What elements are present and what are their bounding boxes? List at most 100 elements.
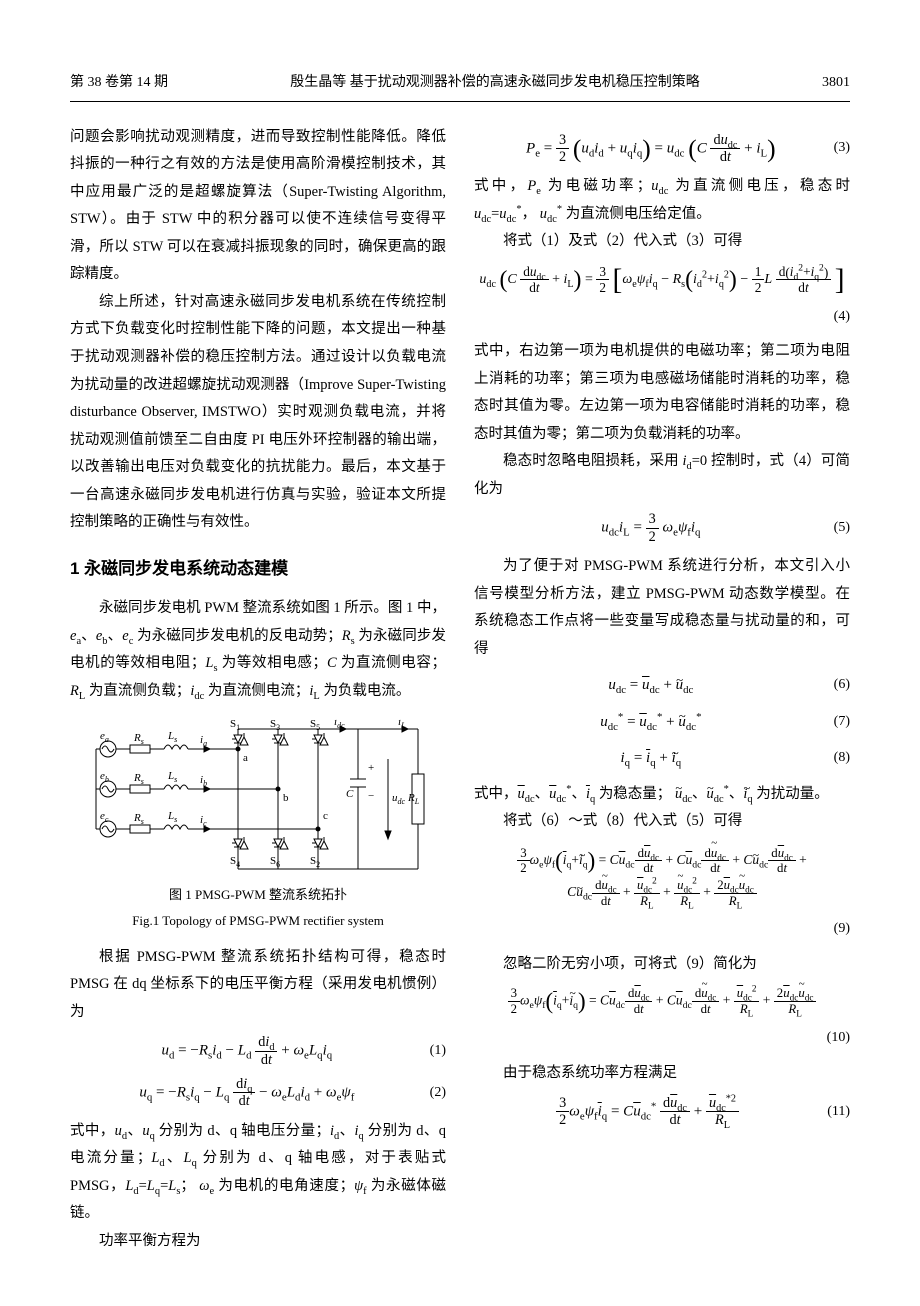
- text: 为电机的电角速度；: [214, 1178, 354, 1194]
- text: 为直流侧电压给定值。: [562, 206, 711, 222]
- equation-4-num: (4): [474, 304, 850, 331]
- paragraph: 由于稳态系统功率方程满足: [474, 1060, 850, 1088]
- paragraph: 综上所述，针对高速永磁同步发电机系统在传统控制方式下负载变化时控制性能下降的问题…: [70, 289, 446, 537]
- svg-text:ec: ec: [100, 810, 109, 824]
- text: 永磁同步发电机 PWM 整流系统如图 1 所示。图 1 中，: [99, 600, 446, 616]
- text: ，: [522, 206, 537, 222]
- text: 分别为 d、q 轴电压分量；: [155, 1123, 330, 1139]
- paragraph: 根据 PMSG-PWM 整流系统拓扑结构可得，稳态时 PMSG 在 dq 坐标系…: [70, 944, 446, 1027]
- equation-number: (11): [821, 1099, 850, 1126]
- svg-text:Ls: Ls: [167, 770, 177, 784]
- svg-text:RL: RL: [407, 792, 420, 806]
- equation-number: (4): [828, 304, 850, 331]
- equation-9-num: (9): [474, 916, 850, 943]
- svg-text:eb: eb: [100, 770, 109, 784]
- section-heading: 1 永磁同步发电系统动态建模: [70, 553, 446, 585]
- equation-10-num: (10): [474, 1025, 850, 1052]
- text: ；: [180, 1178, 195, 1194]
- text: 为直流侧电容；: [337, 655, 446, 671]
- equation-number: (5): [828, 515, 850, 542]
- equation-9: 32ωeψf(iq+iq) = Cudcdudcdt + Cudcdudcdt …: [474, 844, 850, 908]
- equation-11: 32ωeψfiq = Cudc* dudcdt + udc*2RL (11): [474, 1095, 850, 1129]
- paragraph: 式中，Pe 为电磁功率；udc 为直流侧电压，稳态时 udc=udc*， udc…: [474, 173, 850, 228]
- text: 为永磁同步发电机的反电动势；: [133, 628, 341, 644]
- svg-text:S4: S4: [230, 855, 240, 869]
- right-column: Pe = 32 (udid + uqiq) = udc (C dudcdt + …: [474, 124, 850, 1256]
- figure-caption-en: Fig.1 Topology of PMSG-PWM rectifier sys…: [70, 909, 446, 934]
- equation-4: udc (C dudcdt + iL) = 32 [ωeψfiq − Rs(id…: [474, 264, 850, 296]
- svg-text:S5: S5: [310, 719, 320, 732]
- text: 式中，: [474, 178, 527, 194]
- svg-text:a: a: [243, 752, 248, 764]
- text: 为稳态量；: [595, 786, 671, 802]
- circuit-diagram: ea eb ec Rs Rs Rs Ls Ls Ls ia ib ic S1 S…: [88, 719, 428, 879]
- svg-text:c: c: [323, 810, 328, 822]
- svg-text:ea: ea: [100, 730, 109, 744]
- equation-number: (7): [828, 709, 850, 736]
- equation-6: udc = udc + udc (6): [474, 671, 850, 700]
- svg-text:−: −: [368, 790, 374, 802]
- equation-number: (2): [424, 1080, 446, 1107]
- equation-number: (6): [828, 672, 850, 699]
- equation-1: ud = −Rsid − Ld diddt + ωeLqiq (1): [70, 1034, 446, 1068]
- paragraph: 将式（6）～式（8）代入式（5）可得: [474, 808, 850, 836]
- paragraph: 式中，udc、udc*、iq 为稳态量； udc、udc*、iq 为扰动量。: [474, 781, 850, 809]
- text: 为等效相电感；: [218, 655, 327, 671]
- equation-number: (3): [828, 135, 850, 162]
- text: 式中，: [70, 1123, 115, 1139]
- svg-text:idc: idc: [334, 719, 345, 730]
- svg-text:ia: ia: [200, 734, 207, 748]
- svg-text:Ls: Ls: [167, 810, 177, 824]
- paragraph: 问题会影响扰动观测精度，进而导致控制性能降低。降低抖振的一种行之有效的方法是使用…: [70, 124, 446, 289]
- svg-text:+: +: [368, 762, 374, 774]
- two-column-layout: 问题会影响扰动观测精度，进而导致控制性能降低。降低抖振的一种行之有效的方法是使用…: [70, 124, 850, 1256]
- svg-text:S6: S6: [270, 855, 280, 869]
- svg-text:S3: S3: [270, 719, 280, 732]
- equation-number: (8): [828, 745, 850, 772]
- left-column: 问题会影响扰动观测精度，进而导致控制性能降低。降低抖振的一种行之有效的方法是使用…: [70, 124, 446, 1256]
- svg-text:S2: S2: [310, 855, 320, 869]
- equation-8: iq = iq + iq (8): [474, 744, 850, 773]
- paragraph: 忽略二阶无穷小项，可将式（9）简化为: [474, 951, 850, 979]
- text: 为负载电流。: [320, 683, 411, 699]
- svg-text:Rs: Rs: [133, 772, 144, 786]
- svg-text:C: C: [346, 788, 354, 800]
- paragraph: 功率平衡方程为: [70, 1228, 446, 1256]
- running-header: 第 38 卷第 14 期 殷生晶等 基于扰动观测器补偿的高速永磁同步发电机稳压控…: [70, 70, 850, 102]
- text: 为扰动量。: [753, 786, 829, 802]
- svg-text:iL: iL: [398, 719, 406, 730]
- equation-5: udciL = 32 ωeψfiq (5): [474, 511, 850, 545]
- text: 为直流侧负载；: [85, 683, 190, 699]
- text: 为电磁功率；: [541, 178, 651, 194]
- equation-number: (9): [828, 916, 850, 943]
- svg-text:udc: udc: [392, 792, 406, 806]
- figure-caption-cn: 图 1 PMSG-PWM 整流系统拓扑: [70, 883, 446, 908]
- paragraph: 式中，右边第一项为电机提供的电磁功率；第二项为电阻上消耗的功率；第三项为电感磁场…: [474, 338, 850, 448]
- svg-text:b: b: [283, 792, 289, 804]
- svg-text:Rs: Rs: [133, 812, 144, 826]
- text: 稳态时忽略电阻损耗，采用: [503, 453, 683, 469]
- equation-2: uq = −Rsiq − Lq diqdt − ωeLdid + ωeψf (2…: [70, 1076, 446, 1110]
- svg-text:ib: ib: [200, 774, 207, 788]
- equation-3: Pe = 32 (udid + uqiq) = udc (C dudcdt + …: [474, 132, 850, 166]
- paragraph: 式中，ud、uq 分别为 d、q 轴电压分量；id、iq 分别为 d、q 电流分…: [70, 1118, 446, 1228]
- equation-number: (1): [424, 1038, 446, 1065]
- paragraph: 将式（1）及式（2）代入式（3）可得: [474, 228, 850, 256]
- svg-text:Rs: Rs: [133, 732, 144, 746]
- paragraph: 为了便于对 PMSG-PWM 系统进行分析，本文引入小信号模型分析方法，建立 P…: [474, 553, 850, 663]
- paragraph: 永磁同步发电机 PWM 整流系统如图 1 所示。图 1 中，ea、eb、ec 为…: [70, 595, 446, 705]
- volume-issue: 第 38 卷第 14 期: [70, 70, 168, 97]
- equation-7: udc* = udc* + udc* (7): [474, 708, 850, 737]
- page-number: 3801: [822, 70, 850, 97]
- text: 式中，: [474, 786, 518, 802]
- text: 为直流侧电压，稳态时: [668, 178, 850, 194]
- text: 为直流侧电流；: [204, 683, 309, 699]
- svg-text:ic: ic: [200, 814, 207, 828]
- equation-number: (10): [821, 1025, 850, 1052]
- svg-text:Ls: Ls: [167, 730, 177, 744]
- equation-10: 32ωeψf(iq+iq) = Cudcdudcdt + Cudcdudcdt …: [474, 986, 850, 1017]
- running-title: 殷生晶等 基于扰动观测器补偿的高速永磁同步发电机稳压控制策略: [168, 70, 822, 97]
- paragraph: 稳态时忽略电阻损耗，采用 id=0 控制时，式（4）可简化为: [474, 448, 850, 503]
- svg-text:S1: S1: [230, 719, 240, 732]
- figure-1: ea eb ec Rs Rs Rs Ls Ls Ls ia ib ic S1 S…: [70, 719, 446, 933]
